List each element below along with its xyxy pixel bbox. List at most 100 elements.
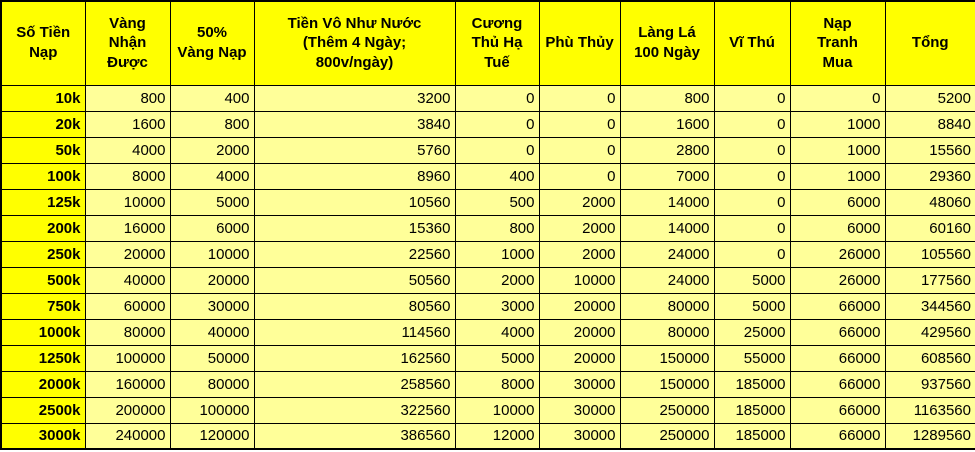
data-cell[interactable]: 10000: [84, 188, 171, 216]
data-cell[interactable]: 66000: [789, 318, 886, 346]
data-cell[interactable]: 3000: [454, 292, 540, 320]
data-cell[interactable]: 7000: [619, 162, 715, 190]
data-cell[interactable]: 66000: [789, 370, 886, 398]
data-cell[interactable]: 4000: [169, 162, 255, 190]
data-cell[interactable]: 66000: [789, 344, 886, 372]
data-cell[interactable]: 386560: [253, 422, 456, 450]
data-cell[interactable]: 5000: [454, 344, 540, 372]
data-cell[interactable]: 100000: [169, 396, 255, 424]
data-cell[interactable]: 3200: [253, 84, 456, 112]
data-cell[interactable]: 250000: [619, 422, 715, 450]
data-cell[interactable]: 6000: [789, 214, 886, 242]
data-cell[interactable]: 6000: [789, 188, 886, 216]
column-header-1[interactable]: Số Tiền Nạp: [0, 0, 86, 86]
data-cell[interactable]: 2000: [538, 188, 621, 216]
data-cell[interactable]: 400: [169, 84, 255, 112]
data-cell[interactable]: 250000: [619, 396, 715, 424]
data-cell[interactable]: 12000: [454, 422, 540, 450]
data-cell[interactable]: 20000: [538, 318, 621, 346]
data-cell[interactable]: 5200: [884, 84, 975, 112]
data-cell[interactable]: 0: [713, 188, 791, 216]
data-cell[interactable]: 1163560: [884, 396, 975, 424]
data-cell[interactable]: 48060: [884, 188, 975, 216]
data-cell[interactable]: 429560: [884, 318, 975, 346]
data-cell[interactable]: 26000: [789, 266, 886, 294]
data-cell[interactable]: 25000: [713, 318, 791, 346]
data-cell[interactable]: 50560: [253, 266, 456, 294]
data-cell[interactable]: 2000: [538, 240, 621, 268]
data-cell[interactable]: 80000: [84, 318, 171, 346]
data-cell[interactable]: 22560: [253, 240, 456, 268]
data-cell[interactable]: 15560: [884, 136, 975, 164]
data-cell[interactable]: 4000: [84, 136, 171, 164]
data-cell[interactable]: 14000: [619, 188, 715, 216]
data-cell[interactable]: 14000: [619, 214, 715, 242]
row-label-1000k[interactable]: 1000k: [0, 318, 86, 346]
data-cell[interactable]: 1289560: [884, 422, 975, 450]
data-cell[interactable]: 66000: [789, 422, 886, 450]
row-label-250k[interactable]: 250k: [0, 240, 86, 268]
data-cell[interactable]: 120000: [169, 422, 255, 450]
data-cell[interactable]: 0: [713, 162, 791, 190]
column-header-9[interactable]: Nạp Tranh Mua: [789, 0, 886, 86]
data-cell[interactable]: 10000: [538, 266, 621, 294]
data-cell[interactable]: 40000: [169, 318, 255, 346]
row-label-2500k[interactable]: 2500k: [0, 396, 86, 424]
data-cell[interactable]: 0: [538, 136, 621, 164]
data-cell[interactable]: 0: [454, 136, 540, 164]
row-label-1250k[interactable]: 1250k: [0, 344, 86, 372]
data-cell[interactable]: 5000: [713, 266, 791, 294]
data-cell[interactable]: 20000: [538, 292, 621, 320]
data-cell[interactable]: 10560: [253, 188, 456, 216]
data-cell[interactable]: 100000: [84, 344, 171, 372]
data-cell[interactable]: 0: [713, 240, 791, 268]
data-cell[interactable]: 8840: [884, 110, 975, 138]
column-header-6[interactable]: Phù Thủy: [538, 0, 621, 86]
data-cell[interactable]: 0: [713, 136, 791, 164]
data-cell[interactable]: 150000: [619, 344, 715, 372]
column-header-10[interactable]: Tổng: [884, 0, 975, 86]
data-cell[interactable]: 20000: [84, 240, 171, 268]
data-cell[interactable]: 30000: [538, 422, 621, 450]
data-cell[interactable]: 30000: [538, 396, 621, 424]
data-cell[interactable]: 185000: [713, 370, 791, 398]
data-cell[interactable]: 0: [454, 84, 540, 112]
data-cell[interactable]: 40000: [84, 266, 171, 294]
data-cell[interactable]: 0: [713, 84, 791, 112]
row-label-20k[interactable]: 20k: [0, 110, 86, 138]
data-cell[interactable]: 29360: [884, 162, 975, 190]
data-cell[interactable]: 80000: [619, 318, 715, 346]
data-cell[interactable]: 0: [713, 214, 791, 242]
data-cell[interactable]: 105560: [884, 240, 975, 268]
row-label-2000k[interactable]: 2000k: [0, 370, 86, 398]
data-cell[interactable]: 400: [454, 162, 540, 190]
data-cell[interactable]: 800: [619, 84, 715, 112]
row-label-10k[interactable]: 10k: [0, 84, 86, 112]
row-label-100k[interactable]: 100k: [0, 162, 86, 190]
data-cell[interactable]: 344560: [884, 292, 975, 320]
data-cell[interactable]: 240000: [84, 422, 171, 450]
data-cell[interactable]: 55000: [713, 344, 791, 372]
row-label-200k[interactable]: 200k: [0, 214, 86, 242]
data-cell[interactable]: 1000: [454, 240, 540, 268]
data-cell[interactable]: 3840: [253, 110, 456, 138]
data-cell[interactable]: 0: [713, 110, 791, 138]
data-cell[interactable]: 2000: [169, 136, 255, 164]
data-cell[interactable]: 60000: [84, 292, 171, 320]
data-cell[interactable]: 30000: [169, 292, 255, 320]
data-cell[interactable]: 10000: [169, 240, 255, 268]
data-cell[interactable]: 1600: [84, 110, 171, 138]
data-cell[interactable]: 1600: [619, 110, 715, 138]
data-cell[interactable]: 0: [454, 110, 540, 138]
data-cell[interactable]: 5760: [253, 136, 456, 164]
data-cell[interactable]: 66000: [789, 396, 886, 424]
data-cell[interactable]: 162560: [253, 344, 456, 372]
data-cell[interactable]: 5000: [169, 188, 255, 216]
row-label-50k[interactable]: 50k: [0, 136, 86, 164]
data-cell[interactable]: 10000: [454, 396, 540, 424]
data-cell[interactable]: 2000: [538, 214, 621, 242]
data-cell[interactable]: 1000: [789, 110, 886, 138]
data-cell[interactable]: 185000: [713, 422, 791, 450]
data-cell[interactable]: 20000: [169, 266, 255, 294]
data-cell[interactable]: 185000: [713, 396, 791, 424]
